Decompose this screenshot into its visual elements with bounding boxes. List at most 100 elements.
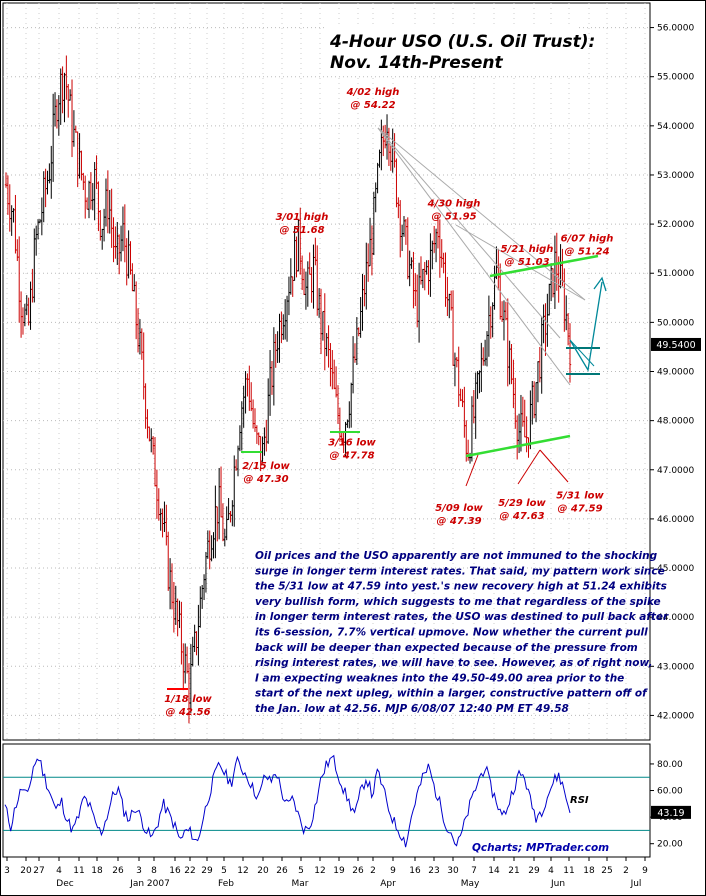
rsi-grid — [3, 776, 650, 831]
x-tick-label: 22 — [184, 866, 195, 876]
x-tick-label: 30 — [447, 866, 459, 876]
commentary-line: back will be deeper than expected becaus… — [255, 642, 638, 654]
x-axis: 3 20 27 4 11 18 26 3 8 16 22 29 5 12 20 26 5 12 19 26 2 9 16 23… — [4, 857, 648, 889]
price-y-tick-label: 46.0000 — [657, 515, 694, 525]
price-annotations: 4/02 high @ 54.22 3/01 high @ 51.68 4/30 hig… — [164, 87, 613, 718]
price-y-tick-label: 49.0000 — [657, 368, 694, 378]
x-tick-label: 3 — [136, 866, 142, 876]
x-month-label: Jul — [630, 879, 642, 889]
commentary-line: Oil prices and the USO apparently are no… — [255, 550, 658, 562]
x-tick-label: 12 — [237, 866, 248, 876]
annotation-leader — [539, 449, 569, 483]
projection-arrow — [569, 281, 603, 372]
x-tick-label: 18 — [91, 866, 103, 876]
x-tick-label: 7 — [471, 866, 477, 876]
price-annotation: 3/16 low — [328, 437, 376, 448]
commentary-text: Oil prices and the USO apparently are no… — [255, 550, 669, 715]
price-annotation: @ 51.03 — [504, 257, 549, 268]
commentary-line: very bullish form, which suggests to me … — [255, 596, 661, 608]
price-y-tick-label: 55.0000 — [657, 73, 694, 83]
price-y-tick-label: 53.0000 — [657, 171, 694, 181]
x-tick-label: 26 — [112, 866, 124, 876]
x-tick-label: 21 — [508, 866, 519, 876]
x-tick-label: 2 — [623, 866, 629, 876]
price-annotation: 5/21 high — [501, 244, 554, 255]
price-annotation: @ 47.59 — [557, 504, 602, 515]
price-y-tick-label: 50.0000 — [657, 318, 694, 328]
x-tick-label: 19 — [333, 866, 345, 876]
x-month-label: Dec — [56, 879, 73, 889]
x-tick-label: 29 — [201, 866, 213, 876]
price-annotation: @ 51.95 — [431, 212, 476, 223]
annotation-leader — [465, 454, 479, 487]
price-annotation: 5/09 low — [435, 503, 483, 514]
x-tick-label: 29 — [528, 866, 540, 876]
watermark: Qcharts; MPTrader.com — [472, 842, 609, 854]
x-month-label: May — [461, 879, 480, 889]
x-month-label: Mar — [292, 879, 309, 889]
commentary-line: the Jan. low at 42.56. MJP 6/08/07 12:40… — [255, 703, 569, 715]
x-tick-label: 14 — [488, 866, 500, 876]
x-month-label: Feb — [218, 879, 234, 889]
rsi-last-value-marker: 43.19 — [651, 805, 691, 819]
price-annotation: 2/15 low — [242, 461, 290, 472]
x-tick-label: 12 — [314, 866, 325, 876]
upper-trend-line — [489, 254, 599, 278]
x-tick-label: 11 — [73, 866, 84, 876]
x-tick-label: 20 — [257, 866, 269, 876]
price-annotation: 5/31 low — [556, 491, 604, 502]
projection-arrow-segment — [569, 339, 595, 367]
x-tick-label: 3 — [4, 866, 10, 876]
price-annotation: 5/29 low — [498, 498, 546, 509]
price-annotation: 3/01 high — [276, 212, 329, 223]
price-y-tick-label: 51.0000 — [657, 269, 694, 279]
rsi-last-value-label: 43.19 — [657, 808, 684, 819]
resistance-fan-line — [377, 127, 571, 386]
price-y-tick-label: 44.0000 — [657, 613, 694, 623]
x-tick-label: 23 — [428, 866, 439, 876]
x-tick-label: 27 — [33, 866, 44, 876]
rsi-y-tick-label: 80.00 — [657, 760, 683, 770]
commentary-line: in longer term interest rates, the USO w… — [255, 611, 669, 623]
price-y-tick-label: 42.0000 — [657, 711, 694, 721]
x-tick-label: 16 — [409, 866, 421, 876]
price-annotation: 4/30 high — [427, 199, 481, 210]
price-y-tick-label: 52.0000 — [657, 220, 694, 230]
chart-title-block: 4-Hour USO (U.S. Oil Trust): Nov. 14th-P… — [325, 26, 595, 74]
resistance-fan-line — [455, 224, 586, 301]
commentary-line: the 5/31 low at 47.59 into yest.'s new r… — [255, 581, 667, 593]
price-annotation: 4/02 high — [346, 87, 400, 98]
x-tick-label: 11 — [563, 866, 574, 876]
projection-arrow-head — [593, 276, 607, 292]
commentary-line: start of the next upleg, within a larger… — [255, 688, 648, 700]
commentary-line: its 6-session, 7.7% vertical upmove. Now… — [255, 627, 648, 639]
x-tick-label: 26 — [276, 866, 288, 876]
x-month-label: Apr — [380, 879, 396, 889]
rsi-series-line — [4, 754, 571, 848]
x-tick-label: 5 — [298, 866, 304, 876]
x-tick-label: 16 — [169, 866, 181, 876]
x-tick-label: 4 — [548, 866, 554, 876]
price-annotation: @ 51.68 — [279, 225, 324, 236]
price-annotation: @ 47.78 — [329, 450, 374, 461]
x-tick-label: 18 — [583, 866, 595, 876]
price-y-tick-label: 56.0000 — [657, 24, 694, 34]
x-tick-label: 2 — [370, 866, 376, 876]
chart-title: 4-Hour USO (U.S. Oil Trust): — [329, 32, 595, 52]
price-y-tick-label: 48.0000 — [657, 417, 694, 427]
price-annotation: @ 47.30 — [243, 474, 288, 485]
x-tick-label: 26 — [352, 866, 364, 876]
x-tick-label: 4 — [56, 866, 62, 876]
price-annotation: @ 42.56 — [165, 707, 210, 718]
price-annotation: 1/18 low — [164, 694, 212, 705]
price-y-axis: 42.0000 43.0000 44.0000 45.0000 46.0000 47.00… — [650, 24, 694, 721]
price-candles — [4, 55, 572, 724]
price-y-tick-label: 47.0000 — [657, 466, 694, 476]
commentary-line: I am expecting weaknes into the 49.50-49… — [255, 672, 624, 684]
price-y-tick-label: 45.0000 — [657, 564, 694, 574]
last-price-marker: 49.5400 — [651, 337, 701, 351]
rsi-line — [4, 754, 571, 848]
price-annotation: @ 51.24 — [564, 246, 609, 257]
price-annotation: @ 47.39 — [436, 516, 481, 527]
